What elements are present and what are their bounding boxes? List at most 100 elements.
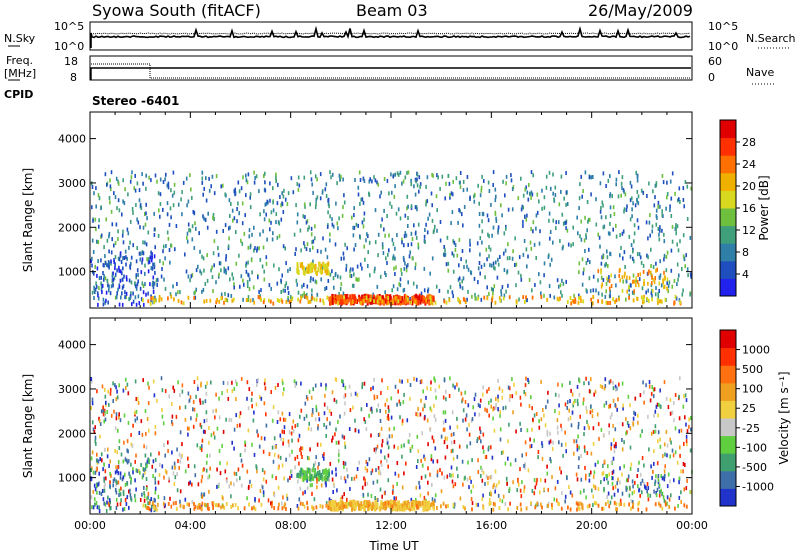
data-cell: [315, 297, 318, 302]
data-cell: [425, 202, 427, 207]
colorbar-tick-label: 8: [742, 246, 749, 259]
data-cell: [671, 410, 674, 415]
data-cell: [588, 389, 591, 394]
data-cell: [311, 293, 313, 298]
data-cell: [296, 182, 299, 186]
data-cell: [623, 209, 625, 214]
data-cell: [622, 406, 624, 411]
data-cell: [686, 267, 689, 272]
data-cell: [669, 398, 672, 402]
data-cell: [159, 214, 161, 219]
data-cell: [338, 453, 340, 458]
data-cell: [530, 444, 533, 448]
data-cell: [280, 203, 282, 208]
data-cell: [200, 381, 202, 386]
data-cell: [281, 463, 284, 468]
data-cell: [341, 379, 343, 384]
data-cell: [598, 436, 600, 441]
data-cell: [453, 240, 456, 245]
data-cell: [308, 225, 310, 230]
data-cell: [376, 294, 379, 300]
data-cell: [601, 471, 604, 476]
data-cell: [150, 178, 152, 183]
data-cell: [287, 298, 289, 302]
data-cell: [558, 202, 561, 207]
data-cell: [218, 396, 220, 401]
data-cell: [104, 417, 107, 422]
data-cell: [298, 461, 300, 466]
data-cell: [682, 186, 685, 191]
data-cell: [541, 441, 543, 446]
data-cell: [111, 237, 113, 242]
data-cell: [562, 221, 565, 226]
data-cell: [303, 269, 306, 275]
data-cell: [497, 227, 499, 232]
data-cell: [128, 505, 130, 510]
data-cell: [395, 506, 398, 512]
data-cell: [632, 416, 635, 421]
data-cell: [311, 182, 313, 187]
data-cell: [679, 300, 681, 305]
data-cell: [355, 501, 358, 507]
data-cell: [674, 450, 677, 455]
data-cell: [603, 459, 606, 464]
data-cell: [219, 261, 222, 266]
data-cell: [324, 247, 327, 252]
data-cell: [137, 272, 139, 277]
data-cell: [404, 175, 407, 180]
data-cell: [180, 455, 182, 460]
data-cell: [671, 284, 674, 289]
data-cell: [404, 298, 407, 304]
data-cell: [479, 398, 482, 403]
data-cell: [618, 170, 620, 175]
data-cell: [294, 252, 296, 256]
data-cell: [429, 504, 432, 510]
data-cell: [425, 199, 427, 204]
data-cell: [521, 453, 523, 458]
data-cell: [91, 205, 93, 210]
data-cell: [247, 273, 250, 278]
data-cell: [104, 254, 106, 259]
data-cell: [429, 427, 432, 432]
data-cell: [95, 501, 98, 505]
data-cell: [443, 475, 446, 480]
data-cell: [510, 173, 512, 178]
data-cell: [264, 378, 266, 383]
data-cell: [268, 298, 270, 303]
data-cell: [357, 192, 360, 197]
data-cell: [292, 190, 295, 195]
data-cell: [386, 261, 388, 265]
data-cell: [91, 263, 93, 268]
data-cell: [216, 503, 218, 508]
data-cell: [123, 274, 125, 279]
data-cell: [502, 450, 505, 455]
data-cell: [358, 460, 360, 465]
data-cell: [583, 426, 586, 431]
data-cell: [517, 196, 520, 201]
data-cell: [425, 500, 428, 505]
data-cell: [290, 474, 293, 478]
data-cell: [114, 266, 116, 271]
data-cell: [628, 285, 630, 289]
data-cell: [225, 257, 227, 262]
data-cell: [430, 298, 432, 303]
data-cell: [202, 429, 205, 434]
data-cell: [276, 281, 279, 286]
data-cell: [297, 506, 300, 511]
data-cell: [378, 507, 381, 511]
data-cell: [176, 447, 178, 452]
data-cell: [669, 479, 671, 484]
data-cell: [112, 283, 114, 288]
data-cell: [641, 490, 643, 495]
data-cell: [201, 176, 204, 181]
data-cell: [677, 277, 679, 282]
data-cell: [483, 262, 486, 267]
data-cell: [649, 398, 652, 403]
data-cell: [397, 207, 400, 212]
data-cell: [641, 286, 644, 291]
data-cell: [316, 477, 318, 482]
data-cell: [305, 268, 308, 274]
power-ylabel: Slant Range [km]: [21, 168, 35, 272]
data-cell: [636, 297, 639, 301]
data-cell: [540, 379, 542, 384]
